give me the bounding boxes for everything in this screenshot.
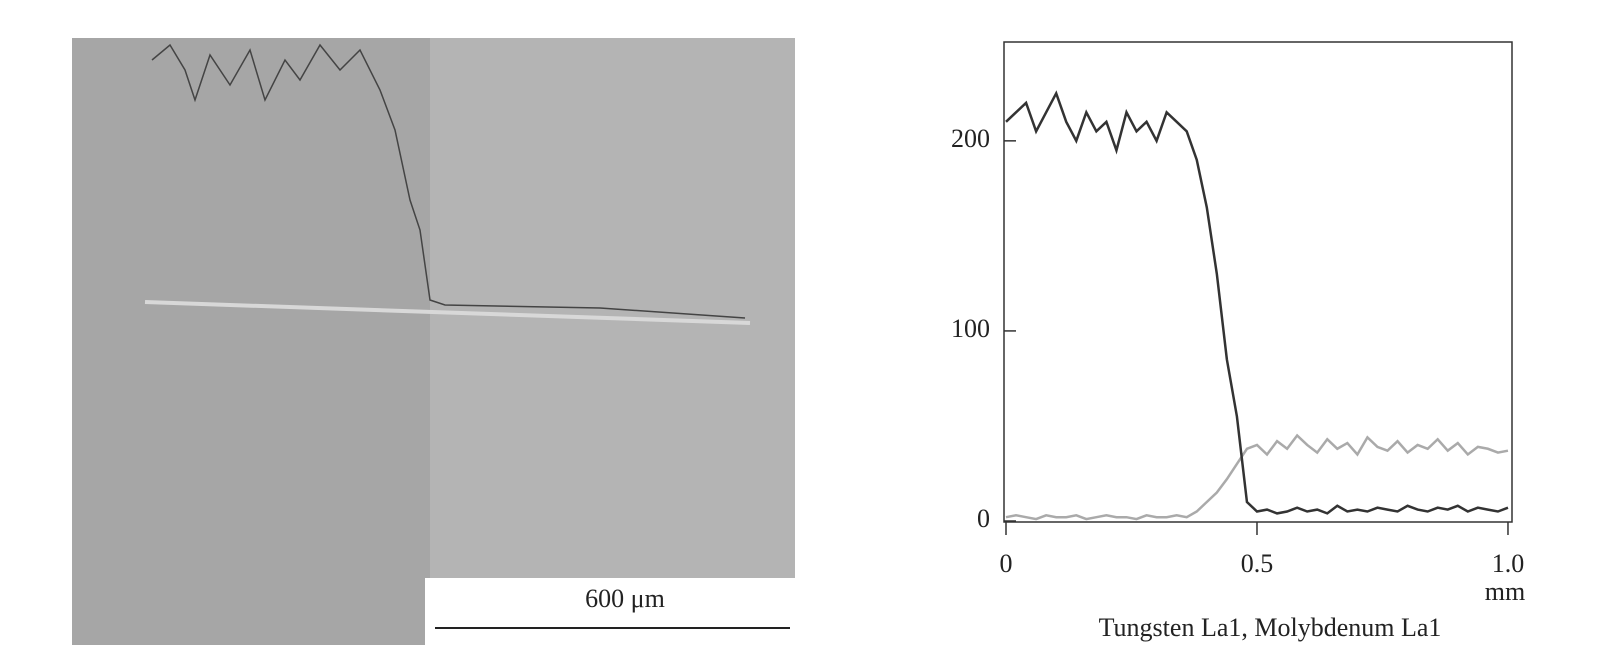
data-line bbox=[1005, 90, 1509, 515]
micrograph: 600 μm bbox=[72, 38, 795, 645]
scan-line bbox=[144, 300, 751, 325]
y-tick-label: 200 bbox=[951, 124, 990, 153]
chart-caption: Tungsten La1, Molybdenum La1 bbox=[1099, 613, 1442, 642]
scale-bar-box bbox=[425, 578, 795, 645]
x-tick-label: 0.5 bbox=[1241, 549, 1274, 578]
scale-bar-label: 600 μm bbox=[585, 584, 665, 613]
micrograph-region bbox=[430, 38, 795, 578]
x-tick-label: 0 bbox=[1000, 549, 1013, 578]
y-tick-label: 100 bbox=[951, 314, 990, 343]
data-line bbox=[1005, 433, 1509, 521]
y-tick-label: 0 bbox=[977, 504, 990, 533]
scan-trace bbox=[151, 43, 746, 319]
plot-frame bbox=[1003, 41, 1513, 523]
x-axis-label: mm bbox=[1485, 577, 1525, 606]
x-tick-label: 1.0 bbox=[1492, 549, 1525, 578]
